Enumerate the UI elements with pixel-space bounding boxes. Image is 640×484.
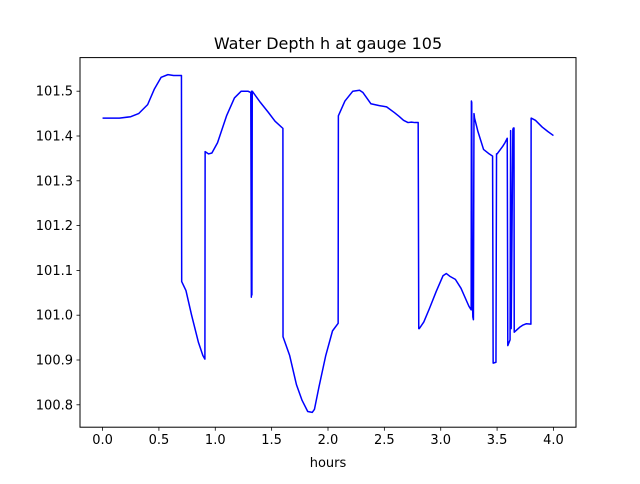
series-layer [102, 73, 554, 414]
y-tick-label: 100.9 [36, 354, 73, 369]
y-tick-label: 100.8 [36, 398, 73, 413]
x-tick-label: 3.0 [430, 433, 451, 448]
y-tick-label: 101.5 [36, 85, 73, 100]
y-tick-label: 101.4 [36, 130, 73, 145]
y-tick-label: 101.2 [36, 219, 73, 234]
x-tick-label: 0.5 [149, 433, 170, 448]
x-tick-label: 2.0 [318, 433, 339, 448]
x-tick-label: 1.5 [261, 433, 282, 448]
x-axis: 0.0 0.5 1.0 1.5 2.0 2.5 3.0 3.5 4.0 [92, 427, 564, 448]
plot-area [80, 57, 576, 428]
y-tick-label: 101.3 [36, 174, 73, 189]
x-tick-label: 4.0 [543, 433, 564, 448]
series-line [102, 73, 554, 414]
chart-title: Water Depth h at gauge 105 [214, 34, 442, 53]
x-tick-label: 3.5 [487, 433, 508, 448]
y-tick-label: 101.0 [36, 309, 73, 324]
x-tick-label: 0.0 [92, 433, 113, 448]
y-axis: 100.8 100.9 101.0 101.1 101.2 101.3 101.4 101.5 [36, 85, 80, 413]
x-axis-label: hours [310, 456, 347, 471]
x-tick-label: 2.5 [374, 433, 395, 448]
y-tick-label: 101.1 [36, 264, 73, 279]
x-tick-label: 1.0 [205, 433, 226, 448]
